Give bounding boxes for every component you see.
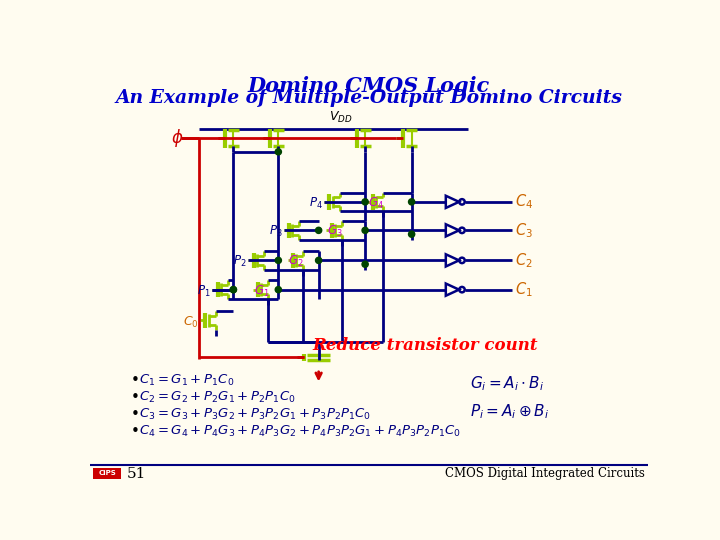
- Text: $V_{DD}$: $V_{DD}$: [330, 110, 353, 125]
- Text: An Example of Multiple-Output Domino Circuits: An Example of Multiple-Output Domino Cir…: [116, 90, 622, 107]
- Text: $G_i = A_i \cdot B_i$: $G_i = A_i \cdot B_i$: [469, 374, 544, 393]
- Text: $C_0$: $C_0$: [183, 314, 199, 329]
- Text: $C_4=G_4+P_4G_3+P_4P_3G_2+P_4P_3P_2G_1+P_4P_3P_2P_1C_0$: $C_4=G_4+P_4G_3+P_4P_3G_2+P_4P_3P_2G_1+P…: [139, 423, 461, 438]
- Text: 51: 51: [127, 467, 147, 481]
- Text: $P_3$: $P_3$: [269, 224, 282, 239]
- Text: $G_1$: $G_1$: [253, 284, 269, 299]
- Bar: [93, 468, 121, 479]
- Text: $G_3$: $G_3$: [327, 224, 343, 239]
- Circle shape: [408, 199, 415, 205]
- Circle shape: [275, 257, 282, 264]
- Circle shape: [315, 227, 322, 233]
- Circle shape: [275, 148, 282, 155]
- Text: $P_i = A_i \oplus B_i$: $P_i = A_i \oplus B_i$: [469, 402, 549, 421]
- Text: •: •: [130, 407, 139, 422]
- Circle shape: [362, 261, 368, 267]
- Circle shape: [362, 227, 368, 233]
- Text: $G_2$: $G_2$: [289, 254, 304, 269]
- Text: $C_1$: $C_1$: [515, 280, 532, 299]
- Text: $C_3=G_3+P_3G_2+P_3P_2G_1+P_3P_2P_1C_0$: $C_3=G_3+P_3G_2+P_3P_2G_1+P_3P_2P_1C_0$: [139, 407, 371, 422]
- Text: $C_4$: $C_4$: [515, 192, 533, 211]
- Text: $C_3$: $C_3$: [515, 221, 533, 240]
- Text: •: •: [130, 373, 139, 388]
- Circle shape: [315, 257, 322, 264]
- Text: $P_1$: $P_1$: [197, 284, 211, 299]
- Text: $C_1=G_1+P_1C_0$: $C_1=G_1+P_1C_0$: [139, 373, 234, 388]
- Circle shape: [230, 287, 236, 293]
- Text: CiPS: CiPS: [98, 470, 116, 476]
- Text: •: •: [130, 390, 139, 405]
- Circle shape: [230, 287, 236, 293]
- Text: $G_4$: $G_4$: [368, 196, 384, 211]
- Text: $P_2$: $P_2$: [233, 254, 246, 269]
- Text: CMOS Digital Integrated Circuits: CMOS Digital Integrated Circuits: [445, 467, 645, 480]
- Circle shape: [408, 231, 415, 237]
- Text: •: •: [130, 423, 139, 438]
- Text: $\phi$: $\phi$: [171, 127, 183, 149]
- Text: $P_4$: $P_4$: [309, 196, 323, 211]
- Text: $C_2=G_2+P_2G_1+P_2P_1C_0$: $C_2=G_2+P_2G_1+P_2P_1C_0$: [139, 390, 295, 405]
- Text: Reduce transistor count: Reduce transistor count: [312, 338, 538, 354]
- Circle shape: [362, 199, 368, 205]
- Text: $C_2$: $C_2$: [515, 251, 532, 270]
- Text: Domino CMOS Logic: Domino CMOS Logic: [248, 76, 490, 96]
- Circle shape: [275, 287, 282, 293]
